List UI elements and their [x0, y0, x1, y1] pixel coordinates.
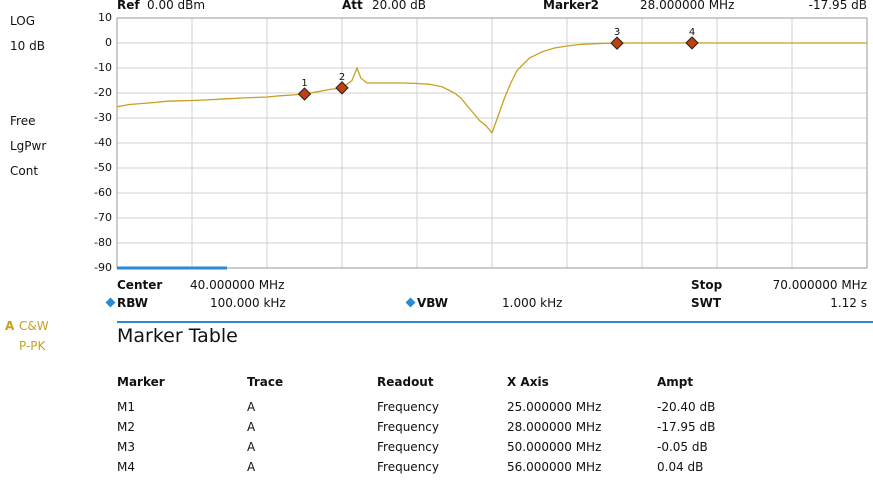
y-tick-label: -40	[94, 136, 112, 149]
table-cell: -20.40 dB	[657, 400, 716, 414]
table-cell: A	[247, 420, 256, 434]
table-cell: -17.95 dB	[657, 420, 716, 434]
marker-readout-freq: 28.000000 MHz	[640, 0, 735, 12]
center-value: 40.000000 MHz	[190, 278, 285, 292]
y-tick-label: -90	[94, 261, 112, 274]
table-cell: 56.000000 MHz	[507, 460, 602, 474]
marker-number: 2	[339, 72, 345, 83]
rbw-value: 100.000 kHz	[210, 296, 286, 310]
trigger-mode: Free	[10, 114, 36, 128]
vbw-value: 1.000 kHz	[502, 296, 563, 310]
marker-readout-label: Marker2	[543, 0, 600, 12]
table-cell: -0.05 dB	[657, 440, 708, 454]
marker-number: 3	[614, 27, 620, 38]
marker-diamond	[610, 36, 624, 50]
table-cell: A	[247, 400, 256, 414]
detector-mode: LgPwr	[10, 139, 47, 153]
table-header-trace: Trace	[247, 375, 284, 389]
y-tick-label: -20	[94, 86, 112, 99]
table-cell: 50.000000 MHz	[507, 440, 602, 454]
marker-diamond	[297, 87, 312, 101]
table-cell: Frequency	[377, 440, 439, 454]
table-cell: 28.000000 MHz	[507, 420, 602, 434]
spectrum-trace	[116, 42, 867, 135]
table-header-readout: Readout	[377, 375, 434, 389]
ref-value: 0.00 dBm	[147, 0, 206, 12]
marker-table-title: Marker Table	[117, 325, 238, 347]
swt-label: SWT	[691, 296, 722, 310]
marker-group: 1 2 3 4	[297, 27, 699, 101]
marker-2: 2	[335, 72, 349, 95]
trace-mode-cw: C&W	[19, 319, 49, 333]
table-header-x-axis: X Axis	[507, 375, 549, 389]
y-tick-label: -70	[94, 211, 112, 224]
vbw-label-text: VBW	[417, 296, 449, 310]
vbw-diamond-icon	[405, 297, 416, 308]
swt-value: 1.12 s	[830, 296, 867, 310]
marker-number: 1	[301, 78, 307, 89]
y-tick-label: -60	[94, 186, 112, 199]
ref-label: Ref	[117, 0, 140, 12]
stop-label: Stop	[691, 278, 723, 292]
marker-readout-ampt: -17.95 dB	[808, 0, 867, 12]
table-header-ampt: Ampt	[657, 375, 694, 389]
marker-1: 1	[297, 78, 312, 101]
table-cell: Frequency	[377, 400, 439, 414]
table-cell: M1	[117, 400, 135, 414]
table-cell: 0.04 dB	[657, 460, 704, 474]
table-cell: M2	[117, 420, 135, 434]
y-tick-label: 10	[98, 11, 112, 24]
stop-value: 70.000000 MHz	[772, 278, 867, 292]
y-tick-label: -10	[94, 61, 112, 74]
vbw-label: VBW	[405, 296, 449, 310]
plot-frame	[116, 17, 868, 269]
scale-type: LOG	[10, 14, 36, 28]
y-tick-label: -80	[94, 236, 112, 249]
marker-diamond	[685, 36, 699, 50]
marker-3: 3	[610, 27, 624, 50]
section-divider	[117, 321, 873, 323]
center-label: Center	[117, 278, 163, 292]
y-tick-label: 0	[105, 36, 112, 49]
y-tick-label: -30	[94, 111, 112, 124]
scale-per-div: 10 dB	[10, 39, 45, 53]
trace-letter: A	[5, 319, 15, 333]
marker-number: 4	[689, 27, 695, 38]
att-label: Att	[342, 0, 363, 12]
sweep-mode: Cont	[10, 164, 39, 178]
trace-mode-ppk: P-PK	[19, 339, 46, 353]
table-cell: M3	[117, 440, 135, 454]
table-cell: Frequency	[377, 460, 439, 474]
table-cell: 25.000000 MHz	[507, 400, 602, 414]
table-cell: M4	[117, 460, 135, 474]
table-cell: Frequency	[377, 420, 439, 434]
table-header-marker: Marker	[117, 375, 165, 389]
marker-diamond	[335, 81, 349, 95]
y-tick-label: -50	[94, 161, 112, 174]
rbw-diamond-icon	[105, 297, 116, 308]
plot-grid	[116, 17, 868, 270]
trace-line	[116, 42, 867, 135]
table-cell: A	[247, 440, 256, 454]
att-value: 20.00 dB	[372, 0, 427, 12]
marker-4: 4	[685, 27, 699, 50]
rbw-label: RBW	[105, 296, 148, 310]
rbw-label-text: RBW	[117, 296, 148, 310]
table-cell: A	[247, 460, 256, 474]
